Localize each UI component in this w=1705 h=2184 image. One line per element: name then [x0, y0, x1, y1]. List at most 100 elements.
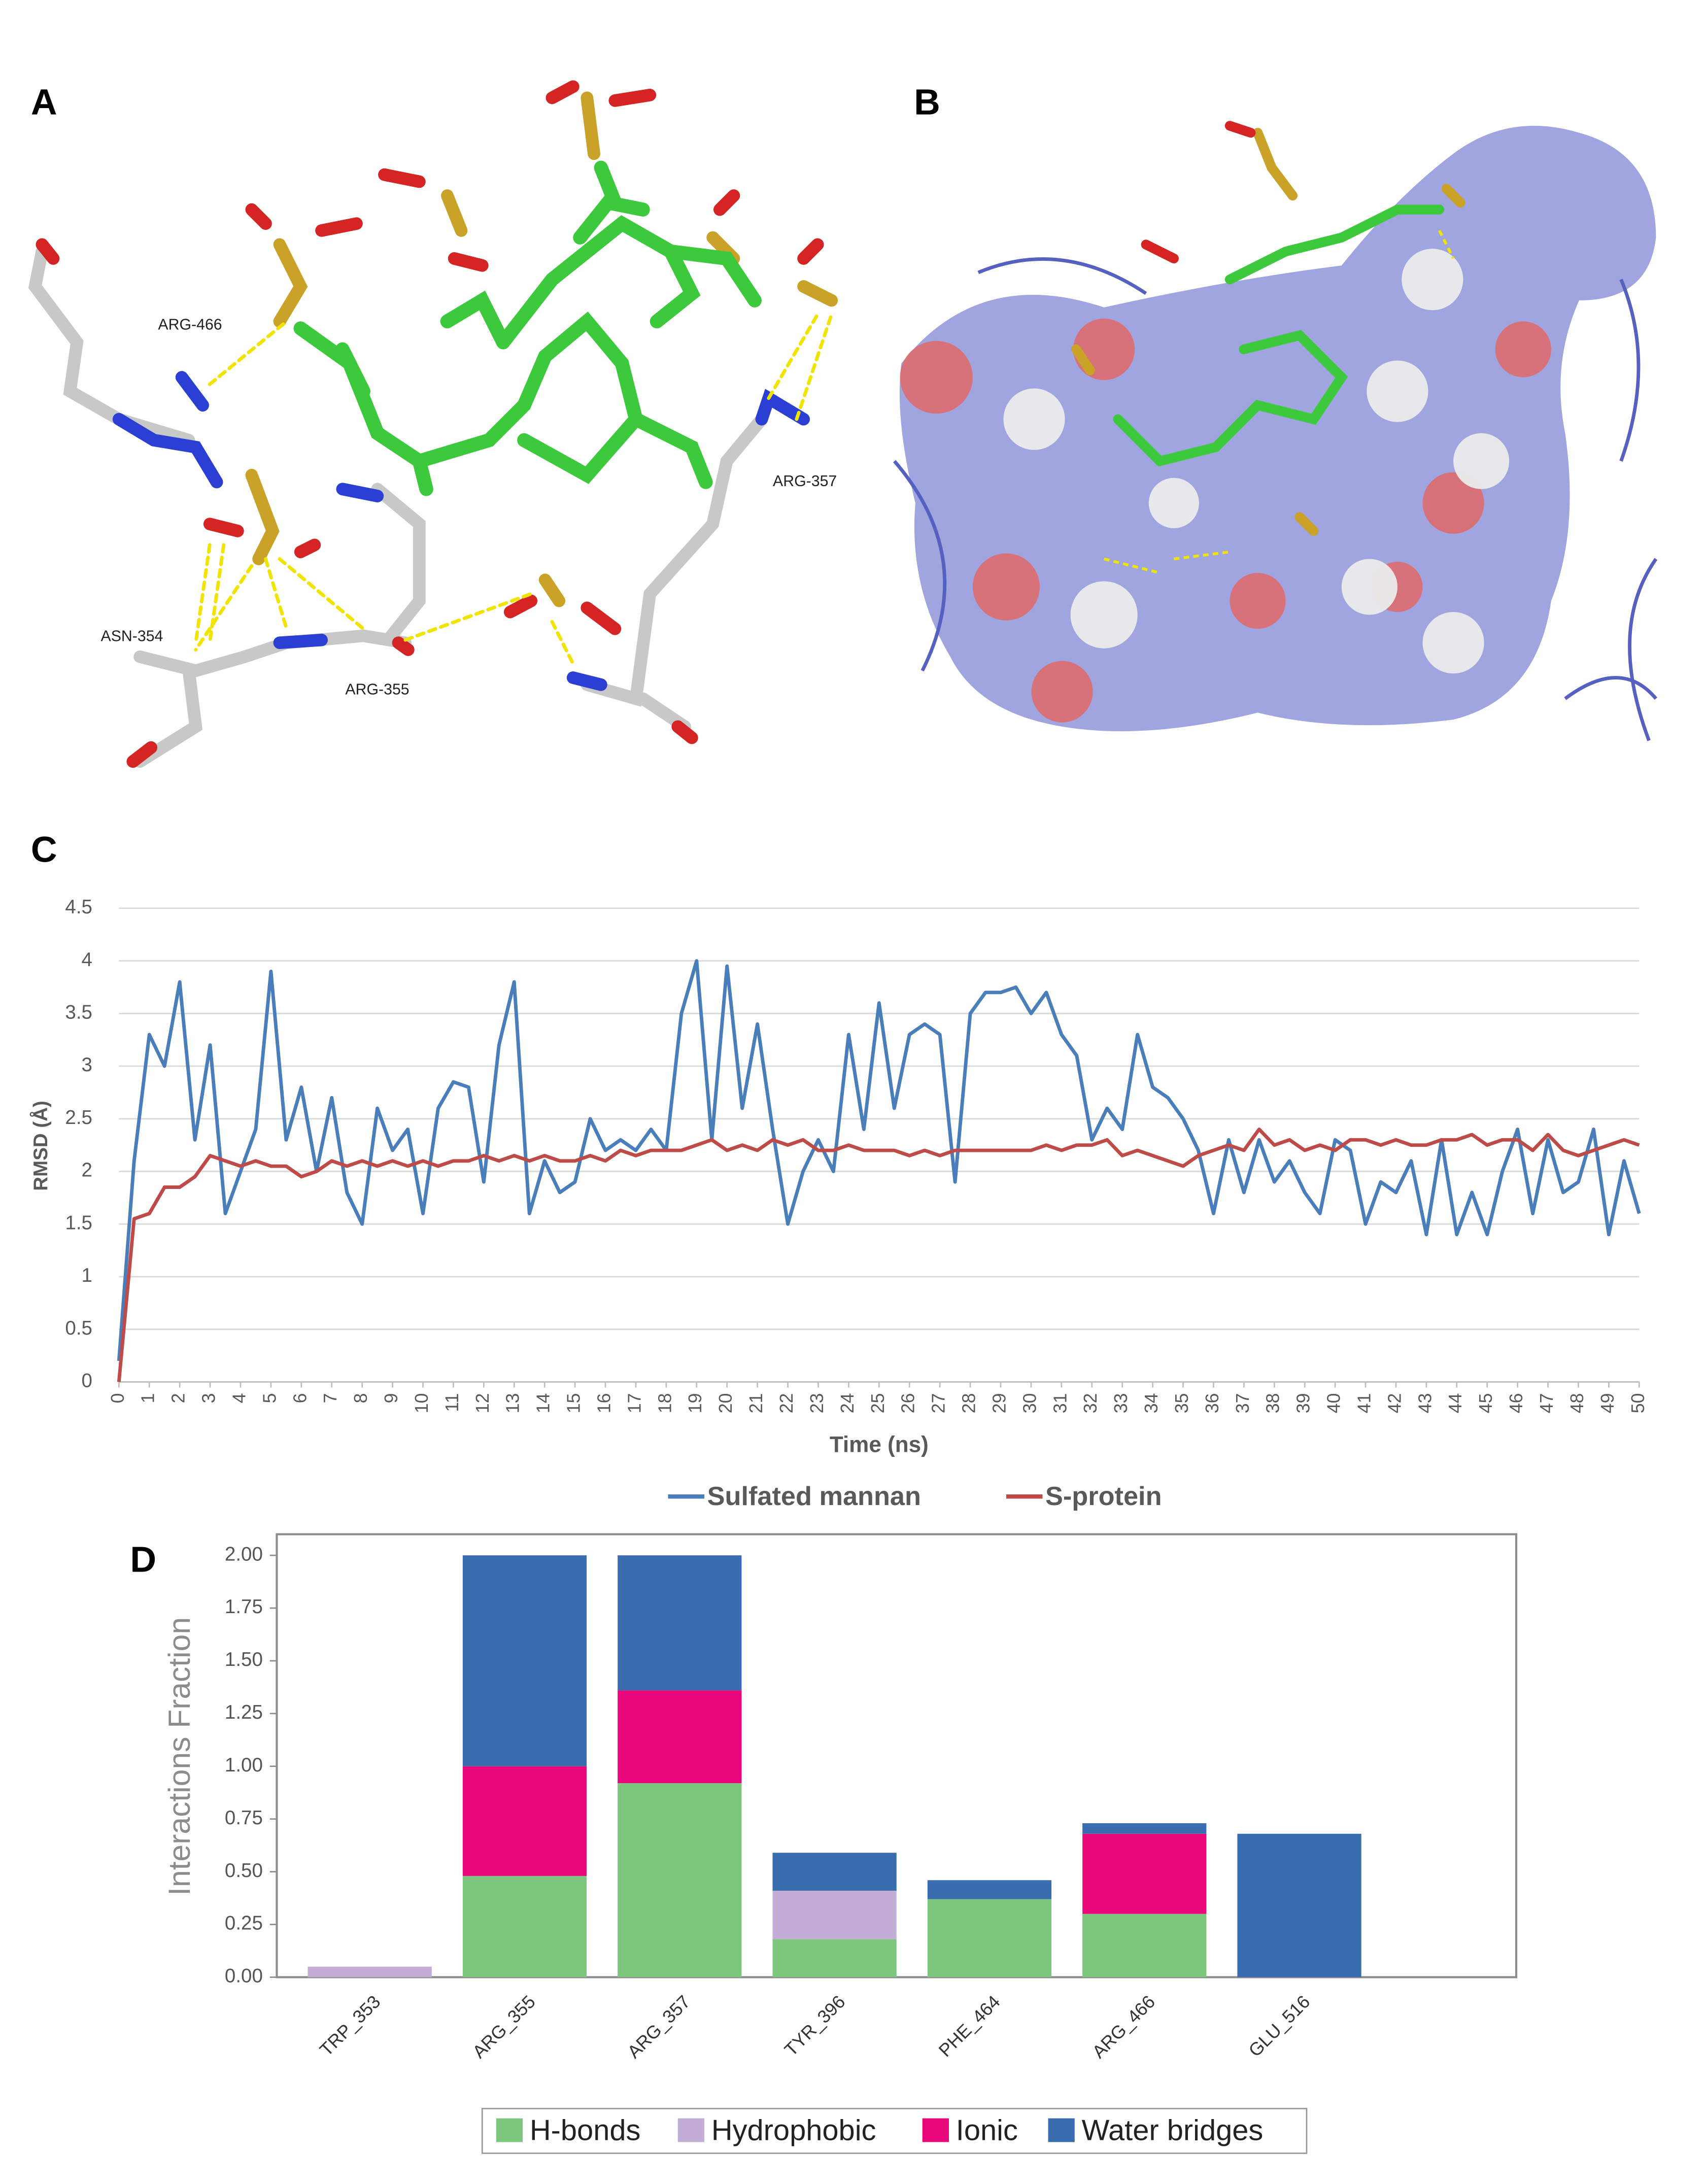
y-tick-label: 3.5 [65, 1002, 92, 1023]
bar-segment [308, 1966, 432, 1977]
x-tick-label: 36 [1202, 1393, 1222, 1413]
y-tick-label: 0.50 [225, 1860, 263, 1882]
x-tick-label: 1 [138, 1393, 158, 1403]
y-tick-label: 0.5 [65, 1317, 92, 1339]
x-tick-label: 24 [837, 1393, 858, 1413]
residue-label: ARG-355 [345, 681, 409, 698]
bar-segment [772, 1939, 897, 1977]
x-tick-label: 11 [442, 1393, 462, 1412]
x-tick-label: 3 [199, 1393, 219, 1403]
x-tick-label: 37 [1233, 1393, 1253, 1413]
x-tick-label: 33 [1111, 1393, 1131, 1413]
bar-segment [462, 1766, 587, 1876]
x-tick-label: 17 [624, 1393, 644, 1413]
x-tick-label: TRP_353 [316, 1992, 384, 2060]
y-tick-label: 0.75 [225, 1807, 263, 1829]
legend-label: Ionic [956, 2114, 1018, 2146]
x-tick-label: 50 [1628, 1393, 1648, 1413]
bar-segment [927, 1899, 1052, 1977]
y-axis-label: RMSD (Å) [29, 1101, 52, 1191]
y-tick-label: 1.25 [225, 1701, 263, 1723]
x-tick-label: 23 [807, 1393, 827, 1413]
x-tick-label: 28 [959, 1393, 979, 1413]
legend-label: S-protein [1045, 1482, 1162, 1511]
y-tick-label: 0 [82, 1370, 92, 1392]
legend-label: Hydrophobic [711, 2114, 876, 2146]
x-tick-label: 26 [898, 1393, 918, 1413]
bar-segment [618, 1555, 742, 1691]
y-tick-label: 1 [82, 1265, 92, 1286]
bar-segment [772, 1853, 897, 1891]
bar-segment [1082, 1833, 1207, 1914]
x-tick-label: GLU_516 [1245, 1992, 1314, 2061]
panel-a-structure [28, 80, 838, 768]
x-tick-label: 29 [989, 1393, 1009, 1413]
bar-segment [618, 1783, 742, 1977]
bar-segment [462, 1555, 587, 1766]
x-tick-label: 40 [1324, 1393, 1344, 1413]
legend-label: Water bridges [1082, 2114, 1264, 2146]
x-tick-label: 41 [1354, 1393, 1374, 1413]
x-tick-label: 27 [929, 1393, 949, 1413]
x-tick-label: 16 [594, 1393, 614, 1413]
legend-swatch [1048, 2118, 1075, 2142]
interactions-chart: 0.00 0.25 0.50 0.75 1.00 1.25 1.50 1.75 2.00 Inte… [162, 1533, 1518, 2154]
legend-swatch [496, 2118, 523, 2142]
x-tick-label: 42 [1384, 1393, 1405, 1413]
x-tick-label: 39 [1293, 1393, 1314, 1413]
x-tick-label: 44 [1445, 1393, 1465, 1413]
x-tick-label: 18 [655, 1393, 675, 1413]
bar-segment [462, 1875, 587, 1977]
x-tick-label: 10 [412, 1393, 432, 1413]
data-line [117, 1128, 1640, 1382]
x-tick-label: 14 [533, 1393, 554, 1413]
x-axis-label: Time (ns) [830, 1432, 929, 1457]
legend-box [481, 2107, 1308, 2154]
x-tick-label: 35 [1172, 1393, 1192, 1413]
x-tick-label: 5 [259, 1393, 280, 1403]
panel-label: A [31, 82, 57, 122]
x-tick-label: 0 [108, 1393, 128, 1403]
y-tick-label: 4.5 [65, 896, 92, 918]
x-tick-label: 47 [1537, 1393, 1557, 1413]
x-tick-label: 46 [1506, 1393, 1526, 1413]
residue-label: ASN-354 [101, 628, 163, 645]
y-tick-label: 1.75 [225, 1596, 263, 1618]
x-tick-label: 30 [1019, 1393, 1040, 1413]
x-tick-label: TYR_396 [780, 1992, 849, 2060]
rmsd-chart: 00.511.522.533.544.50 1 2 3 4 5 6 7 8 9 10 11 12 13 14… [29, 896, 1648, 1511]
y-tick-label: 0.00 [225, 1965, 263, 1987]
x-tick-label: PHE_464 [935, 1992, 1004, 2061]
x-tick-label: 15 [564, 1393, 584, 1413]
x-tick-label: 13 [503, 1393, 523, 1413]
x-tick-label: 21 [746, 1393, 766, 1413]
x-tick-label: 49 [1597, 1393, 1618, 1413]
x-tick-label: 9 [381, 1393, 401, 1403]
x-tick-label: 4 [229, 1393, 249, 1403]
panel-b-structure [889, 84, 1660, 752]
bar-segment [1082, 1823, 1207, 1834]
residue-label: ARG-357 [773, 473, 837, 490]
x-tick-label: 38 [1263, 1393, 1283, 1413]
y-tick-label: 3 [82, 1054, 92, 1076]
y-axis-label: Interactions Fraction [162, 1617, 196, 1896]
x-tick-label: 8 [351, 1393, 371, 1403]
y-tick-label: 0.25 [225, 1913, 263, 1934]
x-tick-label: 48 [1567, 1393, 1587, 1413]
y-tick-label: 2 [82, 1159, 92, 1181]
bar-segment [1237, 1833, 1361, 1977]
x-tick-label: 7 [320, 1393, 340, 1403]
panel-label: C [31, 830, 57, 870]
legend-label: Sulfated mannan [707, 1482, 921, 1511]
y-tick-label: 1.50 [225, 1649, 263, 1670]
x-tick-label: 45 [1476, 1393, 1496, 1413]
legend-label: H-bonds [530, 2114, 641, 2146]
x-tick-label: 22 [776, 1393, 797, 1413]
x-tick-label: 31 [1050, 1393, 1070, 1413]
x-tick-label: 12 [472, 1393, 493, 1413]
y-tick-label: 1.00 [225, 1754, 263, 1776]
bar-segment [927, 1880, 1052, 1899]
x-tick-label: 19 [685, 1393, 705, 1413]
legend-swatch [922, 2118, 949, 2142]
